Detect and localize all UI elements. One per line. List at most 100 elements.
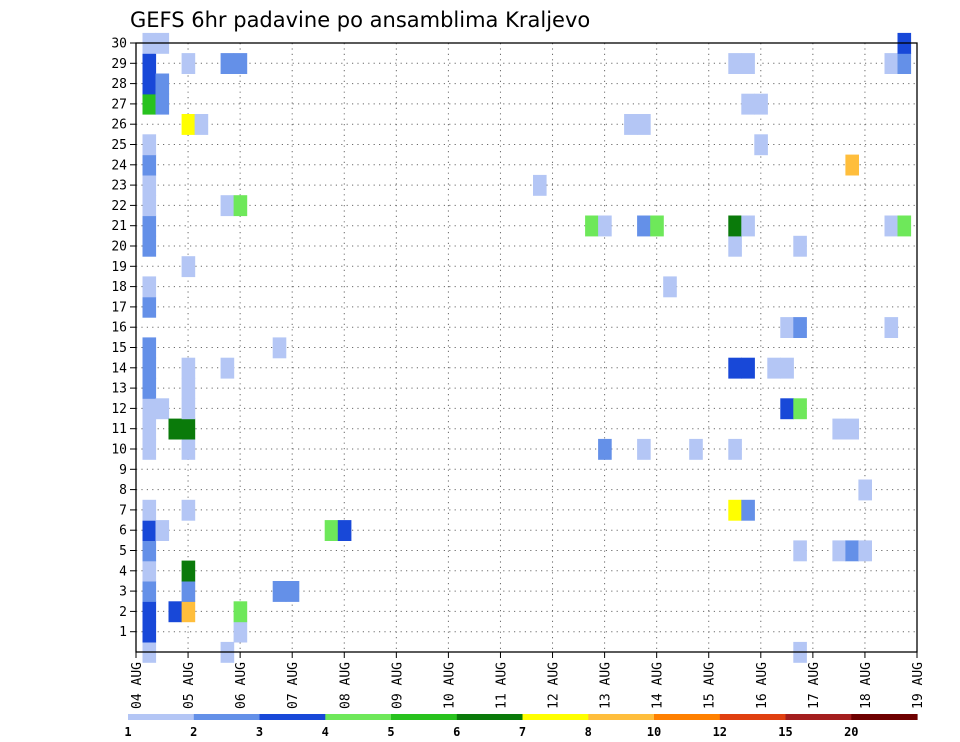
precip-cell — [181, 377, 196, 399]
precip-cell — [168, 601, 183, 623]
precip-cell — [142, 621, 157, 643]
precip-cell — [637, 438, 651, 460]
precip-cell — [272, 581, 287, 602]
y-tick-label: 12 — [111, 402, 127, 417]
precip-cell — [155, 73, 170, 95]
precip-cell — [142, 296, 157, 318]
y-tick-label: 20 — [111, 240, 127, 255]
precip-cell — [142, 215, 157, 237]
precip-cell — [285, 581, 300, 602]
precip-cell — [142, 520, 157, 541]
legend-swatch — [193, 714, 261, 720]
precip-cell — [624, 114, 638, 135]
precip-cell — [728, 215, 742, 237]
legend-swatch — [851, 714, 918, 720]
legend-label: 5 — [387, 725, 394, 739]
y-tick-label: 17 — [111, 300, 127, 315]
x-tick-label: 09 AUG — [390, 662, 405, 709]
precip-cell — [142, 235, 157, 257]
precip-cell — [884, 53, 899, 74]
x-tick-label: 12 AUG — [547, 662, 562, 709]
precip-cell — [194, 114, 209, 135]
legend-label: 2 — [190, 725, 197, 739]
y-tick-label: 11 — [111, 422, 127, 437]
precip-cell — [142, 53, 157, 74]
precip-cell — [767, 357, 781, 379]
legend-swatch — [391, 714, 458, 720]
precip-cell — [897, 215, 912, 237]
precip-cell — [272, 337, 287, 359]
y-tick-label: 2 — [119, 605, 127, 620]
y-tick-label: 25 — [111, 138, 127, 153]
precip-cell — [142, 93, 157, 115]
legend-swatch — [522, 714, 589, 720]
y-tick-label: 4 — [119, 564, 127, 579]
precip-cell — [897, 53, 912, 74]
x-tick-label: 05 AUG — [182, 662, 197, 709]
legend-swatch — [588, 714, 655, 720]
precip-cell — [337, 520, 352, 541]
x-tick-label: 11 AUG — [494, 662, 509, 709]
y-tick-label: 7 — [119, 503, 127, 518]
y-tick-label: 18 — [111, 280, 127, 295]
precip-cell — [181, 560, 196, 582]
precip-cell — [780, 398, 794, 420]
y-tick-label: 24 — [111, 158, 127, 173]
precip-cell — [181, 398, 196, 420]
precip-cell — [585, 215, 599, 237]
x-tick-label: 17 AUG — [807, 662, 822, 709]
precip-cell — [142, 540, 157, 562]
x-tick-label: 10 AUG — [442, 662, 457, 709]
precip-cell — [793, 540, 807, 562]
precip-cell — [754, 93, 768, 115]
x-tick-label: 15 AUG — [703, 662, 718, 709]
precip-cell — [142, 134, 157, 156]
y-tick-label: 27 — [111, 97, 127, 112]
precip-cell — [741, 215, 755, 237]
precip-cell — [142, 195, 157, 217]
precip-cell — [233, 195, 248, 217]
legend-swatch — [719, 714, 787, 720]
y-tick-label: 5 — [119, 544, 127, 559]
y-tick-label: 3 — [119, 585, 127, 600]
legend-swatch — [325, 714, 392, 720]
precip-cell — [637, 215, 651, 237]
precip-cell — [142, 337, 157, 359]
precip-cell — [689, 438, 703, 460]
precip-cell — [168, 418, 183, 440]
precip-cell — [884, 215, 899, 237]
y-tick-label: 29 — [111, 57, 127, 72]
y-axis-ticks: 1234567891011121314151617181920212223242… — [111, 37, 136, 640]
legend-label: 10 — [647, 725, 661, 739]
precip-cell — [142, 499, 157, 521]
y-tick-label: 1 — [119, 625, 127, 640]
precip-cell — [780, 357, 794, 379]
precip-cell — [142, 377, 157, 399]
y-tick-label: 26 — [111, 118, 127, 133]
x-axis-ticks: 04 AUG 05 AUG 06 AUG 07 AUG 08 AUG 09 AUG 10 A… — [130, 652, 926, 709]
precip-cell — [845, 418, 859, 440]
precip-cell — [324, 520, 339, 541]
precip-cell — [741, 53, 755, 74]
precip-cell — [142, 438, 157, 460]
precip-cell — [220, 357, 235, 379]
precip-cell — [832, 540, 846, 562]
precip-cell — [142, 276, 157, 298]
legend-label: 7 — [519, 725, 526, 739]
precip-cell — [181, 438, 196, 460]
precip-cell — [181, 499, 196, 521]
precip-cell — [780, 317, 794, 338]
legend-label: 8 — [585, 725, 592, 739]
precip-cell — [728, 235, 742, 257]
precip-cell — [142, 560, 157, 582]
y-tick-label: 23 — [111, 179, 127, 194]
y-tick-label: 22 — [111, 199, 127, 214]
precip-cell — [142, 73, 157, 95]
precip-cell — [598, 215, 612, 237]
precip-cell — [181, 601, 196, 623]
precip-cell — [793, 317, 807, 338]
y-tick-label: 30 — [111, 37, 127, 52]
precip-cell — [142, 398, 157, 420]
precip-cell — [598, 438, 612, 460]
precip-cell — [663, 276, 677, 298]
